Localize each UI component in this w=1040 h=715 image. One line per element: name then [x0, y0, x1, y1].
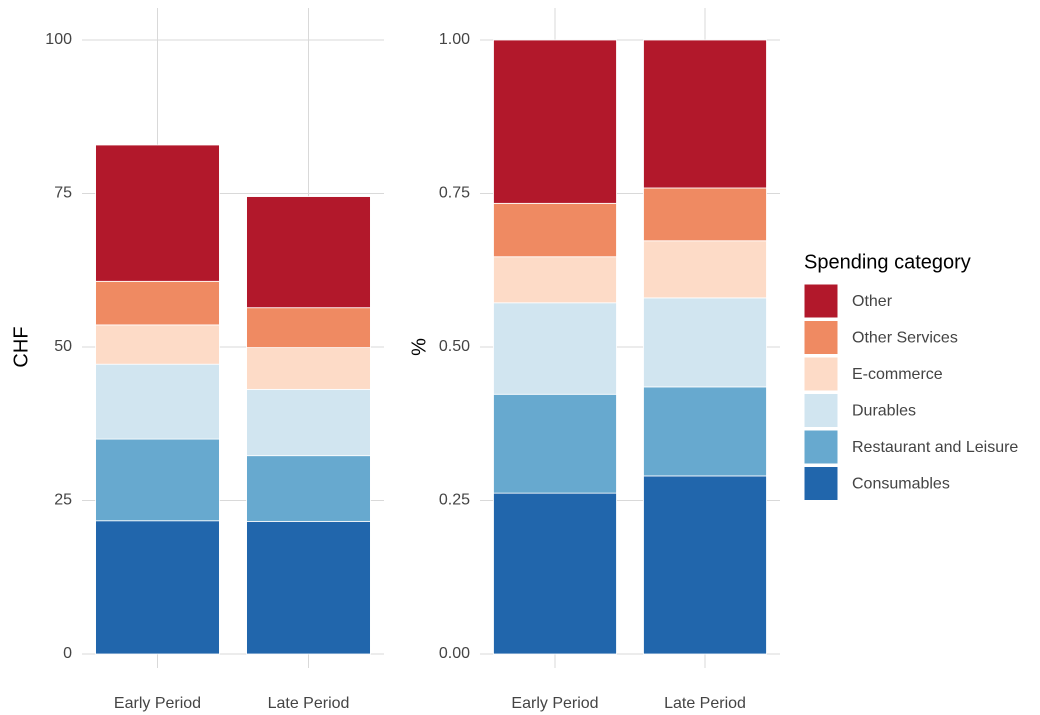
bar-segment — [643, 39, 767, 189]
bar-segment — [246, 196, 371, 309]
y-tick-label: 75 — [54, 185, 72, 202]
x-tick-label: Late Period — [664, 695, 746, 712]
legend-label: Durables — [852, 403, 916, 420]
bar-segment — [95, 324, 220, 365]
bar-segment — [95, 363, 220, 440]
bar-segment — [493, 492, 617, 655]
bar-segment — [643, 297, 767, 388]
bar-segment — [95, 520, 220, 655]
y-tick-label: 25 — [54, 492, 72, 509]
bar-segment — [643, 386, 767, 477]
legend-label: E-commerce — [852, 366, 943, 383]
x-tick-label: Early Period — [511, 695, 598, 712]
legend-key — [803, 356, 839, 392]
y-axis-title: % — [408, 338, 430, 356]
legend-key — [803, 283, 839, 319]
bar-segment — [493, 202, 617, 258]
bar-segment — [246, 520, 371, 655]
bar-segment — [493, 39, 617, 204]
bar-segment — [246, 455, 371, 522]
y-tick-label: 50 — [54, 338, 72, 355]
y-tick-label: 0.75 — [439, 185, 470, 202]
legend-key — [803, 393, 839, 428]
bar-segment — [95, 438, 220, 522]
y-tick-label: 0 — [63, 645, 72, 662]
legend-label: Consumables — [852, 476, 950, 493]
bar-segment — [493, 302, 617, 395]
legend-label: Other Services — [852, 330, 958, 347]
bar-segment — [493, 256, 617, 304]
y-tick-label: 0.00 — [439, 645, 470, 662]
y-axis-title: CHF — [10, 326, 32, 367]
legend-key — [803, 466, 839, 501]
bar-segment — [246, 307, 371, 349]
bar-segment — [246, 388, 371, 457]
legend-label: Restaurant and Leisure — [852, 439, 1018, 456]
bar-segment — [246, 347, 371, 390]
legend-title: Spending category — [804, 251, 971, 273]
y-tick-label: 0.25 — [439, 492, 470, 509]
y-tick-label: 100 — [45, 31, 72, 48]
y-tick-label: 0.50 — [439, 338, 470, 355]
legend-label: Other — [852, 293, 893, 310]
bar-segment — [643, 187, 767, 242]
x-tick-label: Early Period — [114, 695, 201, 712]
y-tick-label: 1.00 — [439, 31, 470, 48]
legend-key — [803, 429, 839, 465]
x-tick-label: Late Period — [268, 695, 350, 712]
legend-key — [803, 320, 839, 355]
bar-segment — [95, 280, 220, 326]
bar-segment — [95, 144, 220, 282]
bar-segment — [493, 393, 617, 494]
bar-segment — [643, 240, 767, 299]
bar-segment — [643, 475, 767, 655]
